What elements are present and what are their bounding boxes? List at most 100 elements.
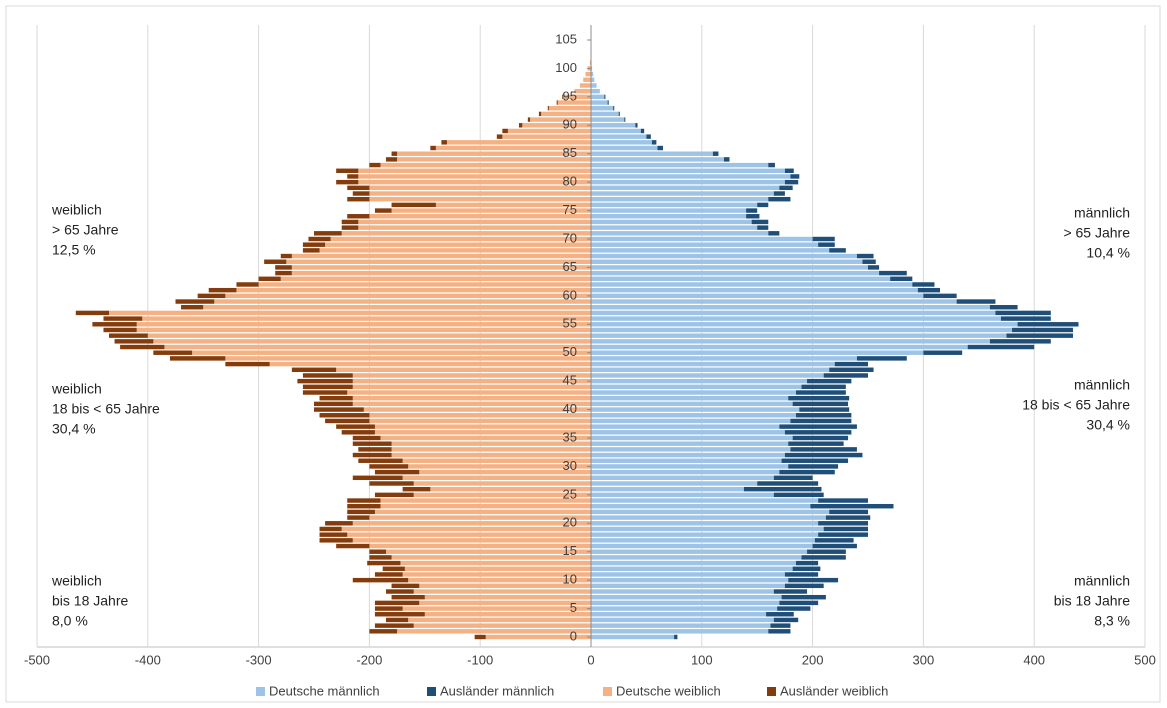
bar (352, 435, 381, 441)
bar (374, 424, 591, 429)
bar (369, 555, 392, 560)
bar (358, 168, 591, 173)
y-tick-label: 20 (563, 515, 577, 530)
bar (591, 276, 891, 282)
bar (358, 174, 591, 179)
bar (823, 526, 868, 532)
bar (591, 407, 800, 412)
bar (788, 395, 850, 401)
x-tick-label: -400 (135, 652, 161, 667)
bar (374, 612, 425, 617)
bar (347, 532, 591, 537)
bar (766, 612, 794, 617)
bar (380, 162, 591, 168)
bar (591, 543, 813, 549)
bar (435, 202, 591, 208)
bar (651, 140, 657, 145)
bar (404, 566, 591, 571)
bar (591, 378, 808, 384)
bar (591, 333, 1007, 338)
bar (557, 100, 591, 105)
bar (591, 106, 614, 111)
bar (591, 145, 658, 151)
bar (591, 447, 791, 452)
x-tick-label: 500 (1134, 652, 1156, 667)
bar (114, 339, 154, 344)
bar (788, 464, 839, 469)
bar (989, 339, 1051, 344)
bar (879, 270, 907, 276)
bar (723, 157, 730, 162)
bar (369, 214, 591, 219)
bar (103, 327, 137, 333)
bar (319, 395, 353, 401)
bar (109, 310, 592, 316)
bar (591, 600, 780, 606)
bar (319, 248, 591, 253)
bar (591, 66, 593, 71)
bar (646, 134, 651, 139)
legend-label: Deutsche männlich (269, 683, 380, 698)
bar (369, 515, 591, 520)
bar (788, 577, 839, 583)
bar (374, 572, 403, 577)
bar (923, 350, 963, 355)
bar (801, 555, 846, 560)
bar (784, 572, 819, 577)
bar (784, 179, 799, 185)
bar (352, 538, 591, 543)
bar (352, 475, 403, 481)
y-tick-label: 90 (563, 117, 577, 132)
bar (397, 629, 591, 634)
bar (314, 407, 364, 412)
bar (591, 634, 675, 640)
bar (591, 526, 824, 532)
x-tick-label: -500 (24, 652, 50, 667)
bar (291, 253, 591, 259)
bar (591, 390, 796, 395)
annotation: 12,5 % (52, 242, 96, 258)
bar (419, 583, 591, 589)
bar (352, 373, 591, 378)
bar (556, 100, 558, 105)
bar (380, 498, 591, 503)
bar (400, 560, 591, 566)
bar (829, 509, 868, 515)
bar (768, 196, 791, 202)
bar (591, 401, 793, 407)
bar (591, 367, 830, 372)
bar (408, 577, 591, 583)
bar (801, 384, 846, 390)
bar (391, 208, 591, 213)
bar (291, 270, 591, 276)
y-tick-label: 95 (563, 88, 577, 103)
bar (430, 486, 591, 492)
bar (336, 179, 359, 185)
bar (562, 94, 564, 100)
bar (386, 589, 414, 594)
bar (746, 208, 758, 213)
bar (712, 151, 719, 156)
bar (347, 515, 370, 520)
bar (380, 435, 591, 441)
bar (507, 128, 591, 134)
bar (341, 430, 375, 435)
bar (341, 219, 359, 225)
bar (319, 526, 342, 532)
bar (604, 94, 606, 100)
bar (777, 606, 811, 611)
bar (391, 555, 591, 560)
bar (613, 106, 615, 111)
bar (799, 407, 850, 412)
bar (591, 560, 796, 566)
bar (624, 117, 626, 122)
bar (585, 71, 591, 77)
legend-swatch (256, 687, 265, 696)
bar (214, 299, 591, 304)
y-tick-label: 65 (563, 259, 577, 274)
bar (374, 623, 414, 628)
y-tick-label: 60 (563, 287, 577, 302)
bar (397, 157, 591, 162)
bar (591, 555, 802, 560)
